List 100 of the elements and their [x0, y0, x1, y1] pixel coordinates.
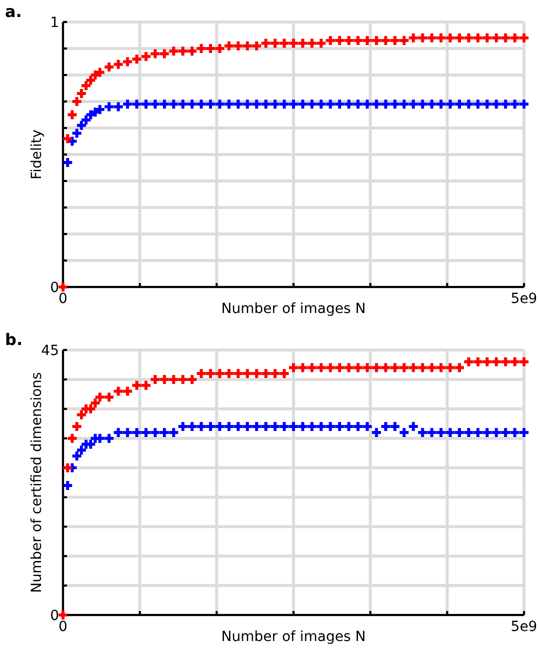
point [444, 362, 456, 374]
y-tick-label: 45 [41, 343, 59, 359]
point [122, 385, 134, 398]
point [481, 356, 494, 368]
point [426, 98, 438, 110]
point [398, 98, 410, 110]
point [407, 98, 420, 110]
point [296, 362, 309, 374]
point [481, 98, 494, 110]
point [130, 53, 143, 66]
point [278, 37, 290, 50]
point [278, 98, 290, 110]
y-tick-label: 0 [50, 608, 59, 624]
y-tick-label: 0 [50, 280, 59, 296]
point [149, 98, 162, 110]
point [168, 45, 180, 58]
point [84, 74, 97, 86]
point [352, 362, 364, 374]
point [70, 450, 83, 462]
point [222, 98, 235, 110]
point [416, 32, 429, 44]
point [296, 98, 309, 110]
point [89, 397, 102, 409]
point [416, 98, 429, 110]
point [62, 132, 74, 145]
x-tick-label: 5e9 [510, 291, 538, 307]
point [288, 362, 300, 374]
point [103, 100, 116, 113]
point [241, 98, 254, 110]
point [66, 108, 78, 121]
point [130, 379, 143, 392]
point [407, 362, 420, 374]
point [416, 362, 429, 374]
point [70, 96, 83, 108]
point [361, 362, 374, 374]
point [176, 98, 189, 110]
point [186, 98, 198, 110]
point [352, 98, 364, 110]
point [462, 356, 475, 368]
point [103, 432, 116, 444]
point [342, 98, 355, 110]
point [500, 32, 512, 44]
x-axis-title: Number of images N [221, 629, 366, 645]
point [80, 80, 92, 92]
point [426, 32, 438, 44]
point [334, 98, 346, 110]
point [500, 356, 512, 368]
point [241, 40, 254, 52]
point [250, 40, 263, 52]
point [103, 391, 116, 404]
point [407, 32, 420, 44]
point [481, 32, 494, 44]
point [250, 98, 263, 110]
point [158, 98, 170, 110]
point [508, 32, 521, 44]
point [232, 98, 244, 110]
point [269, 98, 282, 110]
point [130, 98, 143, 110]
point [518, 98, 530, 110]
point [324, 98, 336, 110]
point [296, 37, 309, 50]
point [168, 98, 180, 110]
point [214, 42, 226, 54]
point [472, 356, 484, 368]
point [66, 432, 78, 444]
point [490, 98, 502, 110]
point [306, 37, 318, 50]
point [315, 98, 328, 110]
point [122, 56, 134, 68]
point [472, 98, 484, 110]
point [508, 356, 521, 368]
point [361, 98, 374, 110]
point [380, 98, 392, 110]
point [222, 40, 235, 52]
point [444, 32, 456, 44]
point [398, 362, 410, 374]
point [508, 98, 521, 110]
point [158, 48, 170, 60]
point [490, 356, 502, 368]
point [306, 98, 318, 110]
y-tick-label: 1 [50, 15, 59, 31]
point [334, 362, 346, 374]
point [260, 37, 272, 50]
point [176, 45, 189, 58]
point [472, 32, 484, 44]
point [462, 98, 475, 110]
point [260, 98, 272, 110]
point [315, 362, 328, 374]
point [122, 98, 134, 110]
point [518, 32, 530, 44]
chart-title: b. [5, 330, 23, 349]
point [315, 37, 328, 50]
point [500, 98, 512, 110]
point [269, 37, 282, 50]
point [149, 48, 162, 60]
point [342, 362, 355, 374]
point [462, 32, 475, 44]
point [195, 98, 208, 110]
point [112, 385, 124, 398]
point [426, 362, 438, 374]
